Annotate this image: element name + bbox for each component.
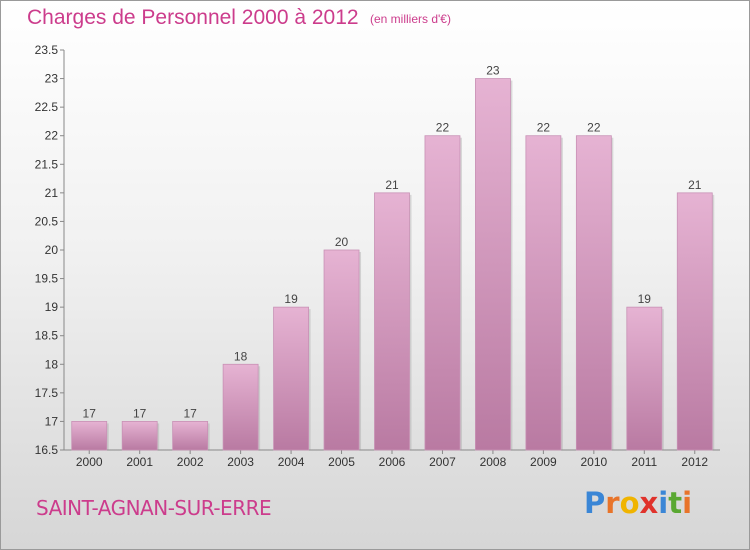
logo-letter: x — [639, 486, 659, 520]
bar-value-label: 19 — [284, 292, 298, 306]
y-tick-label: 18.5 — [35, 329, 59, 343]
bar — [424, 135, 461, 451]
bar-value-label: 19 — [638, 292, 652, 306]
bars: 17 17 17 18 19 20 21 22 23 22 22 19 21 — [71, 64, 715, 451]
y-tick-label: 21 — [45, 186, 59, 200]
bar — [575, 135, 612, 451]
x-tick-label: 2012 — [681, 455, 708, 469]
chart-title: Charges de Personnel 2000 à 2012 — [27, 6, 359, 29]
logo-letter: o — [619, 486, 640, 520]
axes: 16.5 17 17.5 18 18.5 19 19.5 20 20.5 21 21.5 22 22.5… — [35, 43, 720, 469]
bar-value-label: 17 — [133, 406, 147, 420]
bar-value-label: 23 — [486, 64, 500, 78]
x-tick-label: 2005 — [328, 455, 355, 469]
y-tick-label: 23.5 — [35, 43, 59, 57]
x-tick-label: 2009 — [530, 455, 557, 469]
y-tick-label: 20.5 — [35, 214, 59, 228]
bar — [222, 363, 259, 451]
bar-value-label: 22 — [537, 121, 551, 135]
bar — [374, 192, 410, 451]
y-tick-label: 19.5 — [35, 272, 59, 286]
y-tick-label: 21.5 — [35, 157, 59, 171]
bar — [273, 306, 309, 451]
bar-value-label: 21 — [688, 178, 702, 192]
y-tick-label: 22 — [45, 129, 59, 143]
x-tick-label: 2008 — [480, 455, 507, 469]
bar — [525, 135, 562, 451]
x-tick-label: 2000 — [76, 455, 103, 469]
place-name: SAINT-AGNAN-SUR-ERRE — [36, 496, 272, 520]
x-tick-label: 2010 — [580, 455, 607, 469]
logo-letter: r — [605, 486, 620, 520]
y-tick-label: 23 — [45, 72, 59, 86]
logo-letter: i — [682, 486, 693, 520]
bar-value-label: 21 — [385, 178, 399, 192]
bar — [676, 192, 713, 451]
x-tick-label: 2002 — [177, 455, 204, 469]
x-tick-label: 2006 — [379, 455, 406, 469]
bar — [71, 421, 108, 451]
y-tick-label: 16.5 — [35, 443, 59, 457]
y-tick-label: 22.5 — [35, 100, 59, 114]
x-tick-label: 2003 — [227, 455, 254, 469]
logo-letter: i — [658, 486, 669, 520]
x-tick-label: 2001 — [126, 455, 153, 469]
y-tick-label: 17 — [45, 414, 59, 428]
bar-value-label: 20 — [335, 235, 349, 249]
bar-value-label: 17 — [183, 406, 197, 420]
y-tick-label: 20 — [45, 243, 59, 257]
bar — [323, 249, 360, 451]
x-tick-label: 2011 — [631, 455, 657, 469]
bar — [626, 306, 663, 451]
y-tick-label: 17.5 — [35, 386, 59, 400]
logo-letter: P — [584, 486, 606, 520]
x-tick-label: 2007 — [429, 455, 456, 469]
logo-letter: t — [668, 486, 683, 520]
bar-value-label: 18 — [234, 349, 248, 363]
bar-value-label: 22 — [587, 121, 601, 135]
bar — [121, 421, 158, 451]
y-tick-label: 19 — [45, 300, 59, 314]
bar-value-label: 17 — [83, 406, 97, 420]
x-tick-label: 2004 — [278, 455, 305, 469]
chart-subtitle: (en milliers d'€) — [370, 12, 451, 26]
bar — [475, 78, 511, 451]
y-tick-label: 18 — [45, 357, 59, 371]
proxiti-logo[interactable]: Proxiti — [584, 486, 692, 520]
bar-value-label: 22 — [436, 121, 450, 135]
bar — [172, 421, 209, 451]
